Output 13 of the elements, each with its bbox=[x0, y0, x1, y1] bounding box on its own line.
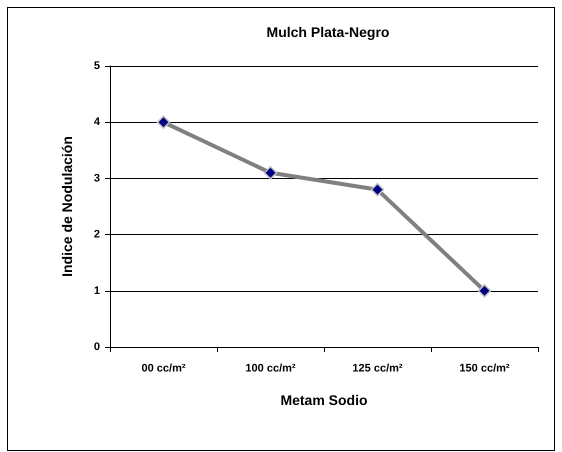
y-tick-label: 3 bbox=[94, 172, 100, 184]
y-tick-label: 1 bbox=[94, 284, 100, 297]
y-axis-title: Indice de Nodulación bbox=[59, 136, 75, 277]
y-tick-label: 2 bbox=[94, 228, 100, 241]
y-tick-label: 0 bbox=[94, 341, 100, 353]
x-tick-label: 150 cc/m² bbox=[459, 362, 510, 374]
x-tick-label: 100 cc/m² bbox=[245, 362, 296, 374]
x-axis-title: Metam Sodio bbox=[280, 392, 368, 408]
x-tick-label: 00 cc/m² bbox=[141, 362, 186, 374]
y-tick-label: 5 bbox=[94, 60, 100, 72]
chart-title: Mulch Plata-Negro bbox=[266, 24, 390, 40]
x-tick-label: 125 cc/m² bbox=[352, 362, 403, 374]
y-tick-label: 4 bbox=[94, 116, 101, 128]
